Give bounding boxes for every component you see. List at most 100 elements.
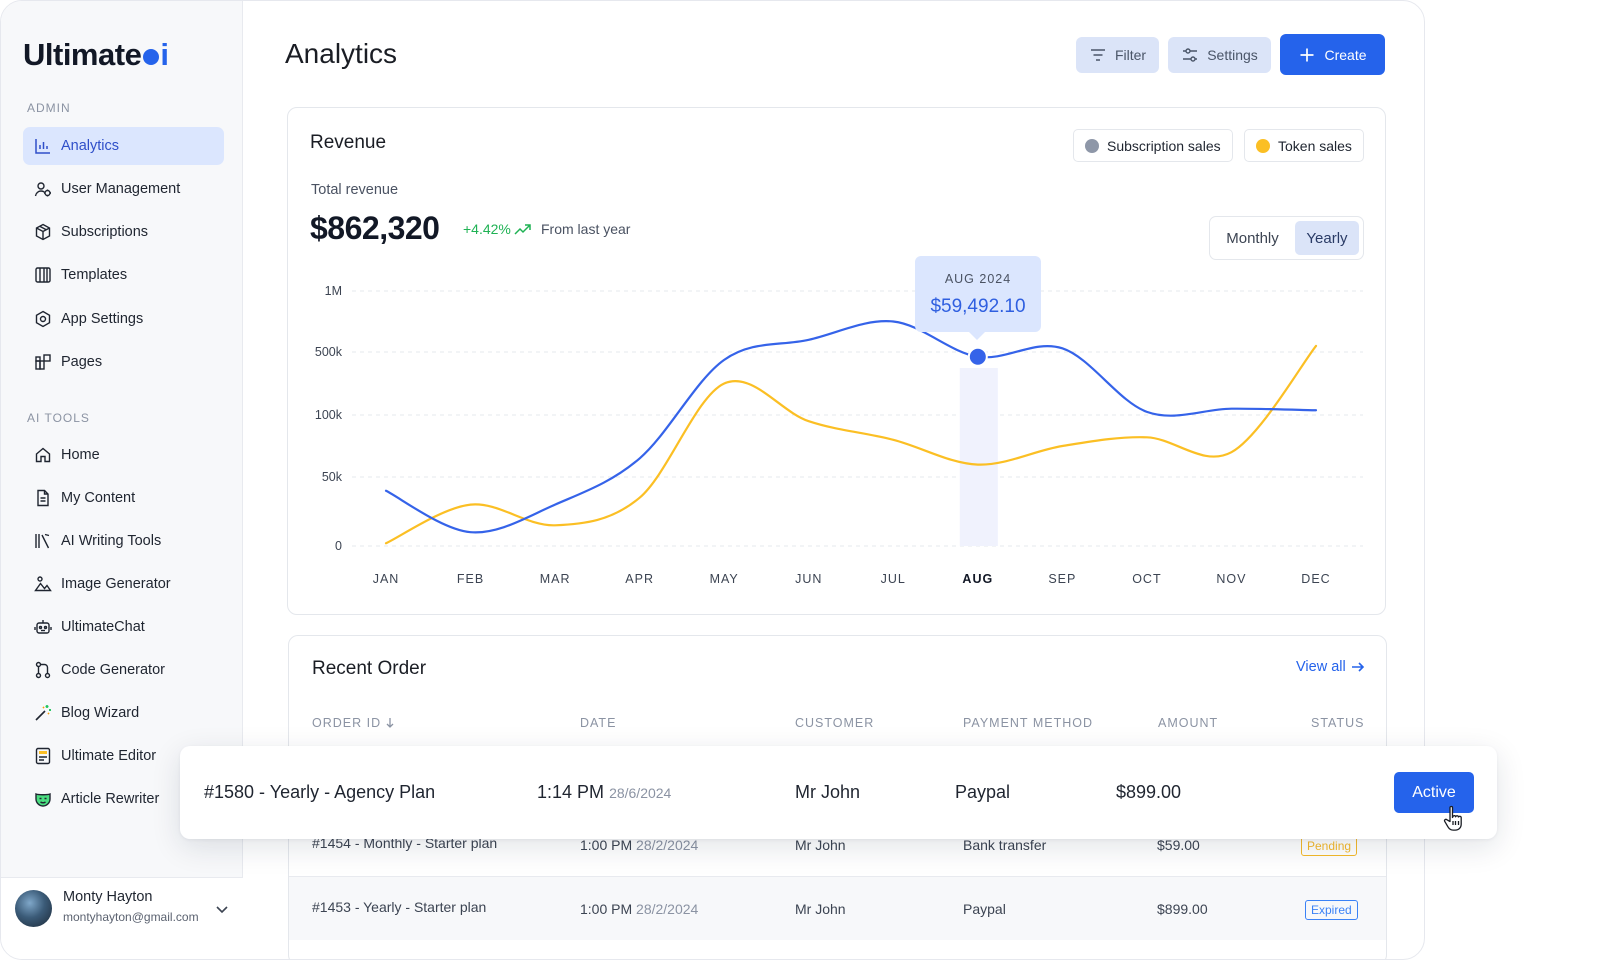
order-customer: Mr John	[795, 782, 861, 802]
sidebar-item-subscriptions[interactable]: Subscriptions	[23, 213, 224, 251]
x-tick-label: JAN	[373, 572, 400, 586]
x-tick-label: OCT	[1132, 572, 1161, 586]
order-day: 28/2/2024	[636, 837, 699, 853]
sidebar-item-pages[interactable]: Pages	[23, 343, 224, 381]
order-id: #1454 - Monthly - Starter plan	[312, 835, 498, 851]
order-customer: Mr John	[795, 837, 846, 853]
brand-name-suffix: i	[160, 37, 169, 72]
chart-series	[384, 320, 1318, 545]
settings-hex-icon	[35, 310, 51, 328]
order-time: 1:00 PM	[580, 837, 633, 853]
column-header-order-id[interactable]: ORDER ID	[312, 716, 396, 730]
y-tick-label: 1M	[325, 284, 342, 298]
order-amount: $899.00	[1116, 782, 1182, 802]
order-date: 1:00 PM 28/2/2024	[580, 901, 698, 917]
toggle-yearly[interactable]: Yearly	[1295, 221, 1359, 255]
legend-subscription-sales[interactable]: Subscription sales	[1073, 129, 1233, 162]
users-icon	[34, 182, 51, 197]
sidebar-item-code-generator[interactable]: Code Generator	[23, 651, 224, 689]
editor-icon	[35, 747, 51, 765]
chevron-down-icon[interactable]	[213, 900, 231, 918]
table-row[interactable]: #1453 - Yearly - Starter plan 1:00 PM 28…	[289, 876, 1386, 940]
filter-button-label: Filter	[1114, 47, 1147, 63]
sidebar-item-article-rewriter[interactable]: Article Rewriter	[23, 780, 224, 818]
sidebar-item-label: User Management	[61, 181, 181, 197]
chart-highlight-point[interactable]	[967, 346, 988, 367]
settings-button[interactable]: Settings	[1168, 37, 1271, 73]
document-icon	[37, 489, 49, 507]
create-button[interactable]: Create	[1280, 34, 1385, 75]
sidebar-item-label: Ultimate Editor	[61, 748, 157, 764]
sidebar-item-label: Pages	[61, 354, 103, 370]
user-email: montyhayton@gmail.com	[63, 910, 199, 924]
x-tick-label: APR	[625, 572, 654, 586]
settings-button-label: Settings	[1207, 47, 1258, 63]
sidebar-item-templates[interactable]: Templates	[23, 256, 224, 294]
legend-label: Subscription sales	[1107, 137, 1221, 154]
box-icon	[35, 223, 51, 241]
column-header-date[interactable]: DATE	[580, 716, 617, 730]
sidebar-item-user-management[interactable]: User Management	[23, 170, 224, 208]
total-revenue-value: $862,320	[310, 210, 440, 246]
view-all-link[interactable]: View all	[1296, 659, 1366, 675]
y-tick-label: 100k	[315, 408, 343, 422]
sidebar-item-home[interactable]: Home	[23, 436, 224, 474]
revenue-chart: 1M 500k 100k 50k 0 JAN FEB MAR APR MAY JUN JUL AUG S…	[315, 284, 1363, 586]
logo-dot-icon	[143, 49, 160, 65]
sort-down-icon	[386, 718, 394, 728]
sliders-icon	[1183, 48, 1198, 62]
highlighted-order-row[interactable]: #1580 - Yearly - Agency Plan 1:14 PM 28/…	[180, 746, 1497, 839]
column-header-customer[interactable]: CUSTOMER	[795, 716, 875, 730]
total-revenue-label: Total revenue	[311, 182, 399, 198]
sidebar-item-analytics[interactable]: Analytics	[23, 127, 224, 165]
sidebar-item-image-generator[interactable]: Image Generator	[23, 565, 224, 603]
x-tick-label: AUG	[962, 572, 993, 586]
status-badge: Expired	[1305, 900, 1358, 920]
chart-highlight-band	[959, 368, 998, 546]
page-title: Analytics	[285, 38, 398, 69]
x-tick-label: FEB	[457, 572, 484, 586]
sidebar-item-label: Code Generator	[61, 662, 165, 678]
sidebar-item-label: Article Rewriter	[61, 791, 160, 807]
brand-logo[interactable]: Ultimate i	[23, 37, 169, 73]
order-amount: $899.00	[1157, 901, 1208, 917]
column-header-label: ORDER ID	[312, 716, 382, 730]
tooltip-date: AUG 2024	[944, 272, 1012, 286]
sidebar-item-ultimatechat[interactable]: UltimateChat	[23, 608, 224, 646]
sidebar-item-blog-wizard[interactable]: Blog Wizard	[23, 694, 224, 732]
image-icon	[34, 576, 52, 592]
toggle-monthly[interactable]: Monthly	[1226, 229, 1279, 247]
order-id: #1580 - Yearly - Agency Plan	[204, 782, 436, 802]
column-header-payment-method[interactable]: PAYMENT METHOD	[963, 716, 1093, 730]
sidebar-item-app-settings[interactable]: App Settings	[23, 300, 224, 338]
hand-cursor-icon	[1443, 805, 1462, 831]
avatar	[15, 890, 52, 927]
user-name: Monty Hayton	[63, 889, 153, 905]
order-id: #1453 - Yearly - Starter plan	[312, 899, 487, 915]
sidebar-item-label: AI Writing Tools	[61, 533, 162, 549]
sidebar-item-my-content[interactable]: My Content	[23, 479, 224, 517]
order-time: 1:00 PM	[580, 901, 633, 917]
order-day: 28/6/2024	[609, 785, 672, 801]
order-payment: Paypal	[963, 901, 1006, 917]
sidebar-item-ai-writing-tools[interactable]: AI Writing Tools	[23, 522, 224, 560]
x-tick-label: DEC	[1301, 572, 1330, 586]
revenue-change-value: +4.42%	[463, 221, 511, 237]
order-payment: Bank transfer	[963, 837, 1047, 853]
status-active-button[interactable]: Active	[1394, 772, 1474, 813]
sidebar-item-label: Blog Wizard	[61, 705, 140, 721]
home-icon	[35, 447, 51, 463]
order-time: 1:14 PM	[537, 782, 605, 802]
user-profile[interactable]: Monty Hayton montyhayton@gmail.com	[1, 877, 243, 959]
revenue-card: Revenue Subscription sales Token sales T…	[287, 107, 1386, 615]
sidebar-item-ultimate-editor[interactable]: Ultimate Editor	[23, 737, 224, 775]
x-tick-label: SEP	[1048, 572, 1076, 586]
filter-button[interactable]: Filter	[1076, 37, 1159, 73]
column-header-status[interactable]: STATUS	[1311, 716, 1365, 730]
order-day: 28/2/2024	[636, 901, 699, 917]
templates-icon	[35, 267, 51, 283]
legend-swatch	[1085, 138, 1099, 153]
y-tick-label: 50k	[322, 470, 343, 484]
column-header-amount[interactable]: AMOUNT	[1158, 716, 1219, 730]
legend-token-sales[interactable]: Token sales	[1244, 129, 1364, 162]
